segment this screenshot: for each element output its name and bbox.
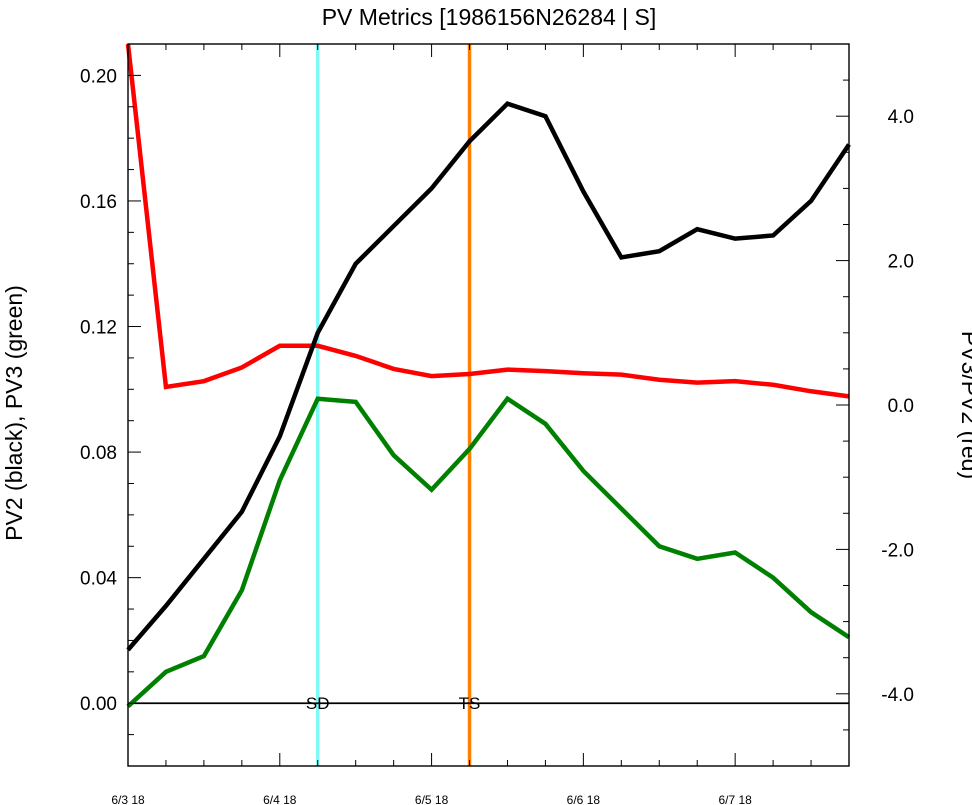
event-markers <box>315 44 472 766</box>
y-axis-label-left: PV2 (black), PV3 (green) <box>1 285 27 541</box>
marker-label-ts: TS <box>459 694 481 713</box>
x-tick-label: 6/7 18 <box>718 793 752 805</box>
series-line-ratio <box>125 43 850 399</box>
y-tick-label-left: 0.04 <box>80 569 117 590</box>
y-tick-label-right: 2.0 <box>888 252 914 273</box>
y-tick-label-right: 0.0 <box>888 396 914 417</box>
x-tick-label: 6/6 18 <box>567 793 601 805</box>
axis-ticks <box>127 43 850 767</box>
y-tick-label-right: 4.0 <box>888 107 914 128</box>
y-tick-label-left: 0.08 <box>80 443 117 464</box>
chart-title: PV Metrics [1986156N26284 | S] <box>322 4 657 30</box>
x-tick-label: 6/4 18 <box>263 793 297 805</box>
series-line-pv2 <box>126 101 851 652</box>
y-tick-label-left: 0.00 <box>80 694 117 715</box>
y-tick-label-right: -4.0 <box>881 685 914 706</box>
y-tick-label-left: 0.16 <box>80 192 117 213</box>
series-line-pv3 <box>126 395 851 709</box>
series-lines <box>125 43 851 709</box>
y-tick-label-left: 0.20 <box>80 66 117 87</box>
y-tick-label-right: -2.0 <box>881 540 914 561</box>
tick-labels: SD TS 6/3 18 6/4 18 6/5 18 6/6 18 6/7 18 0.00 0.… <box>80 66 914 805</box>
marker-label-sd: SD <box>306 694 330 713</box>
y-axis-label-right: PV3/PV2 (red) <box>957 331 972 479</box>
x-tick-label: 6/3 18 <box>111 793 145 805</box>
y-tick-label-left: 0.12 <box>80 318 117 339</box>
x-tick-label: 6/5 18 <box>415 793 449 805</box>
plot-frame <box>127 43 850 767</box>
